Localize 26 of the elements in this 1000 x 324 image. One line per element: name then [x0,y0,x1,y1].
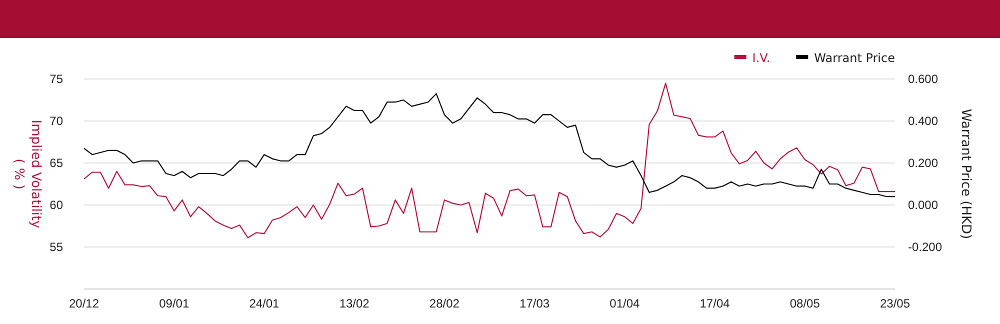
x-tick-label: 09/01 [159,296,190,311]
y2-tick-label: 0.600 [908,72,938,86]
x-tick-label: 23/05 [880,296,910,311]
y2-tick-label: 0.200 [908,156,938,170]
y-tick-label: 55 [50,240,64,254]
x-tick-label: 01/04 [610,296,640,311]
y2-tick-label: 0.000 [908,198,938,212]
legend-label: Warrant Price [814,51,895,65]
x-tick-label: 17/03 [520,296,550,311]
y2-axis-title: Warrant Price (HKD) [958,108,973,240]
y-tick-label: 75 [50,72,64,86]
line-series [83,93,896,198]
x-tick-label: 24/01 [249,296,280,311]
y-tick-label: 60 [50,198,64,212]
y-tick-label: 70 [50,114,64,128]
x-tick-label: 20/12 [68,296,100,311]
line-series [83,82,896,238]
y2-tick-label: -0.200 [908,240,942,254]
legend-label: I.V. [752,51,770,65]
x-tick-label: 08/05 [790,296,820,311]
y-axis-title: Implied Volatility ( % ) [11,120,43,229]
y2-tick-label: 0.400 [908,114,938,128]
x-tick-label: 13/02 [339,296,370,311]
x-tick-label: 17/04 [700,296,730,311]
x-tick-label: 28/02 [429,296,460,311]
y-tick-label: 65 [50,156,64,170]
